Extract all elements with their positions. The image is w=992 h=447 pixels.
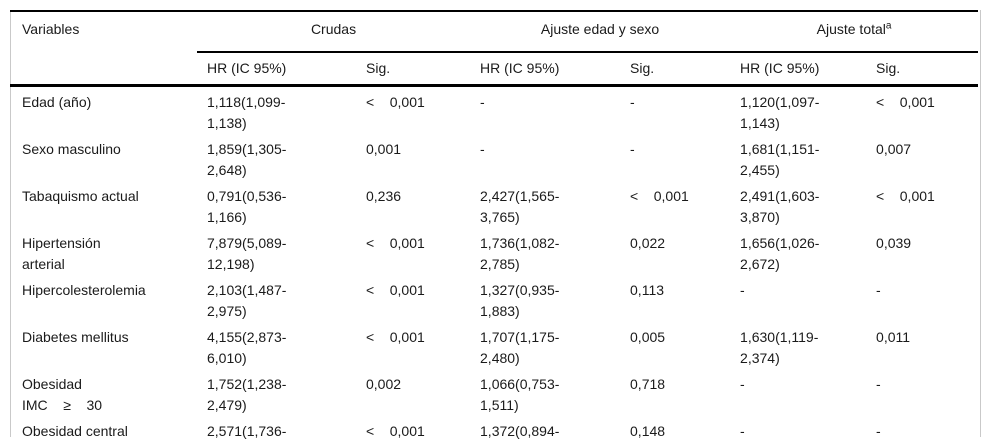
hr-ajuste-total-value: 2,491(1,603- 3,870) bbox=[740, 188, 820, 225]
variable-label: Obesidad central bbox=[22, 423, 128, 439]
table-right-border bbox=[980, 10, 981, 437]
sig-ajuste-total-value: 0,007 bbox=[876, 141, 912, 157]
hr-ajuste-edad-sexo-value: 1,372(0,894- 2,106) bbox=[480, 423, 560, 447]
hr-crudas-value: 4,155(2,873- 6,010) bbox=[207, 329, 287, 366]
sig-ajuste-total-value: 0,011 bbox=[876, 329, 911, 345]
table-row-sexo-masculino: Sexo masculino 1,859(1,305- 2,648) 0,001… bbox=[10, 134, 978, 181]
hr-ajuste-total-value: 1,656(1,026- 2,672) bbox=[740, 235, 820, 272]
hr-ajuste-edad-sexo-value: 2,427(1,565- 3,765) bbox=[480, 188, 560, 225]
table-row-edad: Edad (año) 1,118(1,099- 1,138) < 0,001 -… bbox=[10, 86, 978, 135]
hr-crudas-value: 2,103(1,487- 2,975) bbox=[207, 282, 287, 319]
variable-label: Diabetes mellitus bbox=[22, 329, 129, 345]
table-row-tabaquismo: Tabaquismo actual 0,791(0,536- 1,166) 0,… bbox=[10, 181, 978, 228]
sig-ajuste-edad-sexo-value: 0,718 bbox=[630, 376, 666, 392]
hr-crudas-value: 1,118(1,099- 1,138) bbox=[207, 94, 286, 131]
sig-ajuste-edad-sexo-value: < 0,001 bbox=[630, 188, 689, 204]
sig-ajuste-edad-sexo-value: 0,005 bbox=[630, 329, 666, 345]
column-header-hr-ajuste-total: HR (IC 95%) bbox=[730, 52, 867, 87]
variable-label: Hipertensión arterial bbox=[22, 235, 101, 272]
variable-label: Hipercolesterolemia bbox=[22, 282, 146, 298]
hr-ajuste-edad-sexo-value: 1,066(0,753- 1,511) bbox=[480, 376, 560, 413]
footnote-marker-a: a bbox=[885, 20, 892, 32]
sig-ajuste-edad-sexo-value: 0,113 bbox=[630, 282, 665, 298]
sig-ajuste-total-value: < 0,001 bbox=[876, 188, 935, 204]
variable-label: Obesidad IMC ≥ 30 bbox=[22, 376, 103, 413]
column-header-variables: Variables bbox=[10, 11, 197, 87]
sig-ajuste-edad-sexo-value: 0,148 bbox=[630, 423, 666, 439]
table-header-columns: HR (IC 95%) Sig. HR (IC 95%) Sig. HR (IC… bbox=[10, 52, 979, 87]
sig-crudas-value: < 0,001 bbox=[366, 423, 425, 439]
hr-ajuste-edad-sexo-value: - bbox=[480, 141, 485, 157]
column-header-sig-crudas: Sig. bbox=[356, 52, 471, 87]
group-header-crudas-label: Crudas bbox=[310, 21, 357, 37]
sig-crudas-value: 0,236 bbox=[366, 188, 402, 204]
sig-ajuste-total-value: - bbox=[876, 282, 881, 298]
variable-label: Sexo masculino bbox=[22, 141, 121, 157]
group-header-ajuste-edad-sexo-label: Ajuste edad y sexo bbox=[540, 21, 660, 37]
hr-ajuste-total-value: - bbox=[740, 282, 745, 298]
table-row-obesidad-central: Obesidad central 2,571(1,736- 3,807) < 0… bbox=[10, 416, 978, 447]
sig-ajuste-edad-sexo-value: 0,022 bbox=[630, 235, 666, 251]
sig-crudas-value: < 0,001 bbox=[366, 94, 425, 110]
table-left-border bbox=[10, 10, 11, 437]
hr-ajuste-total-value: - bbox=[740, 376, 745, 392]
sig-ajuste-edad-sexo-value: - bbox=[630, 94, 635, 110]
hr-ajuste-total-value: 1,120(1,097- 1,143) bbox=[740, 94, 820, 131]
sig-ajuste-edad-sexo-value: - bbox=[630, 141, 635, 157]
group-header-crudas: Crudas bbox=[197, 11, 471, 53]
hr-crudas-value: 1,859(1,305- 2,648) bbox=[207, 141, 287, 178]
table-row-hipercolesterolemia: Hipercolesterolemia 2,103(1,487- 2,975) … bbox=[10, 275, 978, 322]
sig-crudas-value: < 0,001 bbox=[366, 329, 425, 345]
group-header-ajuste-total: Ajuste totala bbox=[730, 11, 979, 53]
hr-crudas-value: 2,571(1,736- 3,807) bbox=[207, 423, 287, 447]
table-header-groups: Variables Crudas Ajuste edad y sexo Ajus… bbox=[10, 11, 979, 87]
column-header-hr-ajuste-edad-sexo: HR (IC 95%) bbox=[470, 52, 621, 87]
sig-crudas-value: 0,002 bbox=[366, 376, 402, 392]
sig-crudas-value: 0,001 bbox=[366, 141, 402, 157]
hr-ajuste-total-value: 1,630(1,119- 2,374) bbox=[740, 329, 819, 366]
group-header-ajuste-edad-sexo: Ajuste edad y sexo bbox=[470, 11, 731, 53]
hr-crudas-value: 0,791(0,536- 1,166) bbox=[207, 188, 287, 225]
hr-ajuste-edad-sexo-value: 1,736(1,082- 2,785) bbox=[480, 235, 560, 272]
hazard-ratio-table: Variables Crudas Ajuste edad y sexo Ajus… bbox=[10, 10, 979, 447]
hr-ajuste-edad-sexo-value: 1,707(1,175- 2,480) bbox=[480, 329, 560, 366]
table-row-obesidad-imc: Obesidad IMC ≥ 30 1,752(1,238- 2,479) 0,… bbox=[10, 369, 978, 416]
variable-label: Edad (año) bbox=[22, 94, 92, 110]
variable-label: Tabaquismo actual bbox=[22, 188, 139, 204]
sig-ajuste-total-value: < 0,001 bbox=[876, 94, 935, 110]
hr-ajuste-total-value: - bbox=[740, 423, 745, 439]
hr-ajuste-total-value: 1,681(1,151- 2,455) bbox=[740, 141, 820, 178]
hr-crudas-value: 1,752(1,238- 2,479) bbox=[207, 376, 287, 413]
sig-ajuste-total-value: 0,039 bbox=[876, 235, 912, 251]
column-header-sig-ajuste-total: Sig. bbox=[866, 52, 979, 87]
group-header-ajuste-total-label: Ajuste total bbox=[816, 21, 886, 37]
sig-crudas-value: < 0,001 bbox=[366, 282, 425, 298]
hr-ajuste-edad-sexo-value: - bbox=[480, 94, 485, 110]
sig-crudas-value: < 0,001 bbox=[366, 235, 425, 251]
column-header-hr-crudas: HR (IC 95%) bbox=[197, 52, 356, 87]
table-row-diabetes: Diabetes mellitus 4,155(2,873- 6,010) < … bbox=[10, 322, 978, 369]
sig-ajuste-total-value: - bbox=[876, 423, 881, 439]
sig-ajuste-total-value: - bbox=[876, 376, 881, 392]
hr-ajuste-edad-sexo-value: 1,327(0,935- 1,883) bbox=[480, 282, 560, 319]
hr-crudas-value: 7,879(5,089- 12,198) bbox=[207, 235, 287, 272]
table-row-hipertension: Hipertensión arterial 7,879(5,089- 12,19… bbox=[10, 228, 978, 275]
column-header-sig-ajuste-edad-sexo: Sig. bbox=[620, 52, 731, 87]
